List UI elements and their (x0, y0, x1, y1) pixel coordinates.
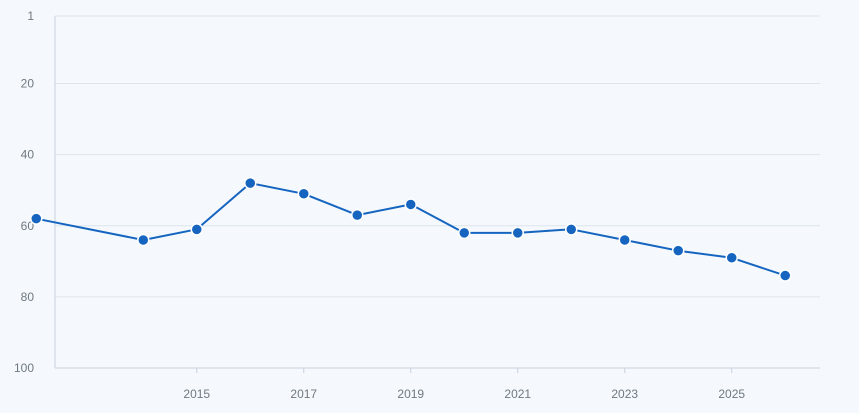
data-point[interactable] (137, 233, 150, 247)
y-axis-ticks: 1 20 40 60 80 100 (14, 9, 34, 375)
grid-lines (55, 15, 820, 298)
x-tick-label: 2015 (183, 387, 210, 401)
data-point[interactable] (30, 212, 43, 225)
y-tick-label: 60 (21, 219, 35, 233)
y-tick-label: 20 (21, 77, 35, 91)
data-point[interactable] (190, 223, 204, 236)
x-tick-label: 2019 (397, 387, 424, 401)
series-line (35, 182, 787, 277)
y-tick-label: 1 (27, 9, 34, 23)
x-tick-label: 2025 (718, 387, 745, 401)
x-tick-label: 2021 (504, 387, 531, 401)
data-point[interactable] (671, 244, 685, 257)
x-tick-label: 2017 (290, 387, 317, 401)
data-point[interactable] (511, 226, 524, 240)
x-tick-label: 2023 (611, 387, 638, 401)
data-point[interactable] (618, 233, 631, 247)
data-point[interactable] (297, 187, 311, 201)
axes (54, 16, 820, 369)
data-point[interactable] (457, 226, 471, 240)
data-point[interactable] (564, 223, 578, 236)
y-tick-label: 40 (21, 148, 35, 162)
data-point[interactable] (244, 176, 257, 190)
y-tick-label: 80 (21, 290, 35, 304)
data-point[interactable] (778, 269, 792, 282)
data-point[interactable] (404, 198, 418, 211)
x-axis-ticks: 2015 2017 2019 2021 2023 2025 (183, 368, 745, 401)
data-point[interactable] (725, 251, 738, 265)
y-tick-label: 100 (14, 361, 34, 375)
series-group (30, 176, 792, 282)
data-point[interactable] (351, 208, 364, 222)
